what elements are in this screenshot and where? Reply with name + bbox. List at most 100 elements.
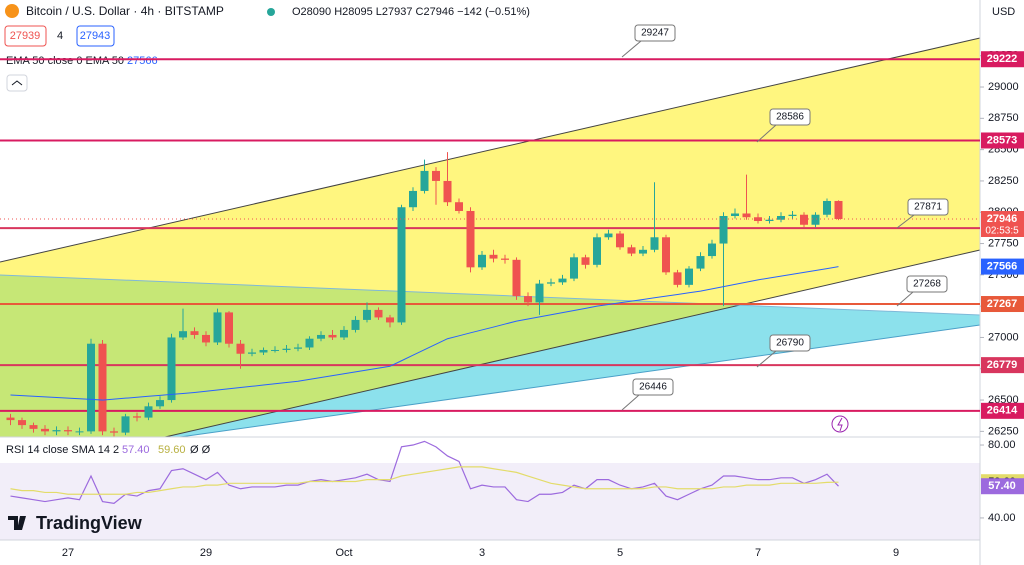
candle-body: [305, 338, 314, 348]
candle-body: [259, 349, 268, 353]
candle-body: [512, 259, 521, 297]
x-tick-label: Oct: [335, 547, 352, 559]
candle-body: [282, 348, 291, 350]
callout-box: [906, 275, 948, 293]
candle-body: [6, 417, 15, 421]
candle-body: [811, 214, 820, 225]
callout-label: 27871: [914, 202, 942, 213]
level-badge-label: 26779: [987, 359, 1018, 371]
market-status: [267, 8, 275, 16]
candle-body: [75, 431, 84, 433]
candle-body: [144, 406, 153, 418]
candle-body: [765, 219, 774, 222]
candle-body: [386, 317, 394, 323]
candle-body: [662, 237, 670, 273]
x-tick-label: 27: [62, 547, 74, 559]
callout-label: 29247: [641, 28, 669, 39]
rsi-legend-value: 57.40: [122, 444, 150, 456]
candle-body: [708, 243, 716, 257]
price-badge: [981, 211, 1024, 238]
y-tick-label: 26250: [988, 425, 1019, 437]
candle-body: [167, 337, 176, 401]
event-icon[interactable]: [831, 415, 849, 433]
callout-pointer: [896, 291, 914, 307]
candle-body: [742, 213, 751, 218]
coin-icon: [5, 4, 19, 18]
zone-line: [179, 324, 981, 438]
y-tick-label: 28750: [988, 112, 1019, 124]
candle-body: [639, 249, 647, 254]
level-badge: [981, 357, 1024, 374]
x-tick-label: 9: [893, 547, 899, 559]
candle-body: [328, 334, 337, 338]
collapse-button[interactable]: [6, 74, 28, 92]
candle-body: [834, 200, 843, 220]
candle-body: [604, 233, 613, 238]
candle-body: [294, 347, 302, 349]
candle-body: [190, 331, 199, 335]
zone-line: [0, 274, 981, 316]
ema-badge-label: 27566: [987, 260, 1018, 272]
callout-box: [634, 24, 676, 42]
candle-body: [696, 256, 705, 269]
channel-zone: [0, 38, 980, 437]
candle-body: [685, 268, 693, 285]
candle-body: [133, 416, 141, 418]
candle-body: [754, 217, 762, 222]
ema-legend: EMA 50 close 0 EMA 50: [6, 55, 124, 67]
currency: USD: [992, 6, 1015, 18]
callout-box: [907, 198, 949, 216]
rsi-legend-tail: Ø Ø: [190, 444, 211, 456]
candle-body: [627, 247, 636, 254]
candle-body: [52, 430, 61, 432]
candle-body: [616, 233, 624, 248]
price-axis: [980, 0, 1024, 565]
sell-button[interactable]: [4, 25, 47, 47]
candle-body: [248, 352, 256, 354]
level-badge: [981, 132, 1024, 149]
sma-legend-value: 59.60: [158, 444, 186, 456]
candle-body: [800, 214, 808, 225]
level-badge-label: 29222: [987, 53, 1018, 65]
candle-body: [673, 272, 682, 285]
bid[interactable]: 27939: [10, 30, 41, 42]
candle-body: [351, 319, 360, 330]
candle-body: [202, 334, 210, 343]
ohlc: O28090 H28095 L27937 C27946 −142 (−0.51%…: [292, 6, 530, 18]
y-tick-label: 28250: [988, 175, 1019, 187]
callout-pointer: [756, 124, 777, 143]
x-tick-label: 3: [479, 547, 485, 559]
candle-body: [397, 207, 406, 323]
candle-body: [788, 214, 797, 216]
candle-body: [432, 170, 440, 181]
symbol-title: Bitcoin / U.S. Dollar · 4h · BITSTAMP: [26, 4, 224, 18]
watermark: TradingView: [36, 513, 143, 533]
candle-body: [593, 237, 601, 265]
candle-body: [409, 190, 417, 208]
y-tick-label: 29000: [988, 81, 1019, 93]
candle-body: [581, 257, 590, 265]
callout-label: 26790: [776, 338, 804, 349]
candle-body: [731, 213, 739, 216]
event-glyph: [837, 417, 843, 432]
candle-body: [29, 425, 38, 429]
candle-body: [558, 278, 567, 283]
rsi-legend: RSI 14 close SMA 14 2: [6, 444, 119, 456]
level-badge-label: 28573: [987, 134, 1018, 146]
level-badge: [981, 51, 1024, 68]
buy-button[interactable]: [76, 25, 115, 47]
candle-body: [478, 254, 486, 268]
ask[interactable]: 27943: [80, 30, 111, 42]
candle-body: [570, 257, 578, 279]
upper-trendline: [0, 37, 981, 263]
level-badge: [981, 402, 1024, 419]
candle-body: [41, 428, 49, 432]
level-badge: [981, 296, 1024, 313]
candle-body: [547, 282, 555, 284]
candle-body: [443, 180, 452, 203]
candle-body: [236, 343, 245, 354]
y-tick-label: 27000: [988, 331, 1019, 343]
candle-body: [110, 431, 118, 433]
candle-body: [535, 283, 544, 303]
candle-body: [179, 331, 187, 338]
